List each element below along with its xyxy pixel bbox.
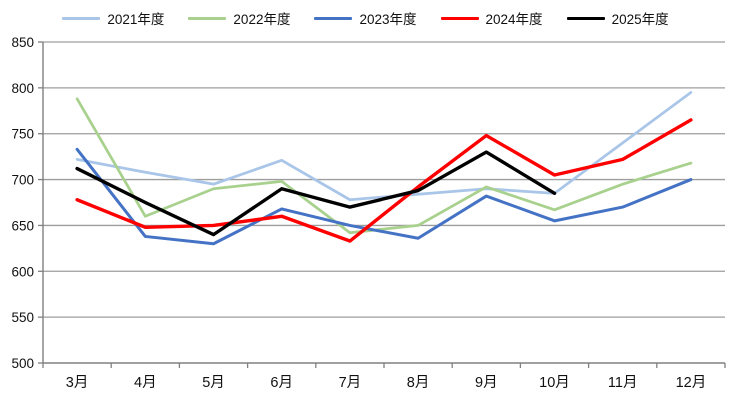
x-axis-label-10月: 10月 [539,375,570,391]
series-line-4 [75,150,557,237]
series-line-1 [75,97,693,235]
y-axis-label-500: 500 [11,356,34,371]
series-line-3 [75,118,693,243]
legend-item-4: 2025年度 [566,8,669,28]
legend-label-1: 2022年度 [233,12,291,27]
y-axis-label-800: 800 [11,81,34,96]
legend-label-2: 2023年度 [359,12,417,27]
y-axis-label-650: 650 [11,218,34,233]
y-axis-label-700: 700 [11,173,34,188]
x-axis-label-7月: 7月 [339,375,362,391]
legend-swatch-3 [440,16,479,20]
x-axis-label-3月: 3月 [66,375,89,391]
y-axis-label-750: 750 [11,127,34,142]
x-axis-label-11月: 11月 [608,375,638,391]
x-axis-label-12月: 12月 [676,375,707,391]
y-axis-label-600: 600 [11,264,34,279]
x-axis-label-9月: 9月 [475,375,498,391]
legend-swatch-2 [314,16,353,20]
legend-swatch-1 [188,16,227,20]
legend-label-4: 2025年度 [611,12,669,27]
legend-item-3: 2024年度 [440,8,543,28]
legend-item-0: 2021年度 [62,8,164,28]
y-axis-label-550: 550 [11,310,34,325]
legend-item-1: 2022年度 [188,8,290,28]
x-axis-label-8月: 8月 [407,375,430,391]
legend-label-0: 2021年度 [107,12,165,27]
series-line-2 [75,147,693,246]
legend-swatch-0 [62,16,101,20]
series-line-0 [75,91,693,202]
legend-swatch-4 [566,16,605,20]
y-axis-label-850: 850 [11,35,34,50]
legend-label-3: 2024年度 [485,12,543,27]
x-axis-label-5月: 5月 [202,375,225,391]
x-axis-label-4月: 4月 [134,375,157,391]
x-axis-label-6月: 6月 [270,375,293,391]
legend-item-2: 2023年度 [314,8,417,28]
chart-legend: 2021年度 2022年度 2023年度 2024年度 2025年度 [0,8,731,28]
